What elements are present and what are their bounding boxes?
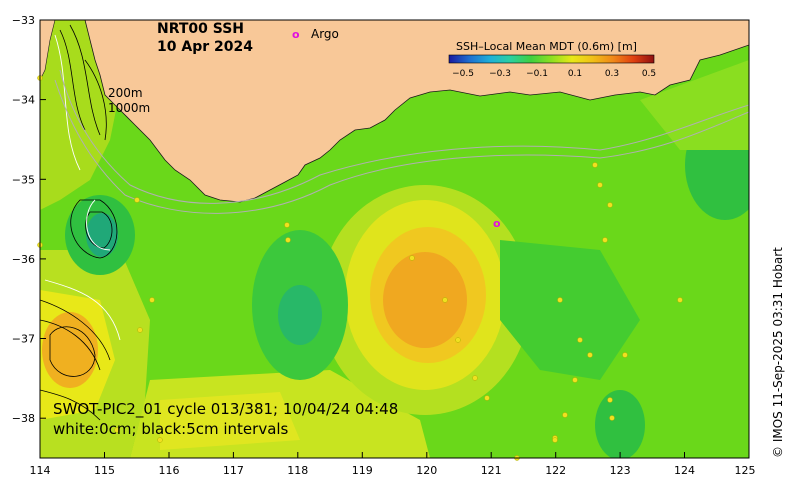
cold-eddy-115-core [86,213,118,257]
colorbar-title: SSH–Local Mean MDT (0.6m) [m] [456,40,637,53]
x-tick-label: 117 [223,464,244,477]
swot-contours [40,24,118,421]
x-tick-label: 120 [416,464,437,477]
map-title: NRT00 SSH [157,21,244,37]
x-tick-label: 114 [30,464,51,477]
x-axis-labels: 114 115 116 117 118 119 120 121 122 123 … [30,464,756,477]
cold-region-central [500,240,640,380]
y-axis-labels: −33 −34 −35 −36 −37 −38 [12,14,35,425]
x-tick-label: 122 [545,464,566,477]
y-tick-label: −37 [12,333,35,346]
observation-points [37,75,683,461]
colorbar: SSH–Local Mean MDT (0.6m) [m] −0.5 −0.3 … [448,40,656,79]
y-tick-label: −35 [12,173,35,186]
x-tick-label: 116 [159,464,180,477]
colorbar-tick: −0.3 [489,69,511,79]
x-tick-label: 118 [287,464,308,477]
cold-eddy-southeast [595,390,645,458]
land-western-australia [40,20,749,203]
argo-legend-icon: o [292,28,300,41]
y-tick-label: −38 [12,412,35,425]
colorbar-tick: −0.1 [526,69,548,79]
y-tick-label: −36 [12,253,35,266]
x-tick-label: 121 [481,464,502,477]
colorbar-ramp [448,54,655,64]
isobath-label-200m: 200m [108,86,143,100]
swot-caption: SWOT-PIC2_01 cycle 013/381; 10/04/24 04:… [53,400,398,419]
y-tick-label: −33 [12,14,35,27]
colorbar-tick: 0.3 [605,69,619,79]
plot-frame [39,19,750,459]
isobaths [54,69,749,214]
contour-caption: white:0cm; black:5cm intervals [53,420,289,438]
x-tick-label: 125 [735,464,756,477]
warm-eddy-core [383,252,467,348]
field-band-east [640,60,749,150]
land-west-edge [40,20,56,81]
x-tick-label: 123 [610,464,631,477]
x-tick-label: 119 [352,464,373,477]
colorbar-tick: 0.5 [642,69,656,79]
x-tick-label: 115 [94,464,115,477]
argo-float-marker: o [493,217,501,230]
swot-zero-contours [44,34,121,341]
copyright-notice: © IMOS 11-Sep-2025 03:31 Hobart [771,247,785,458]
y-tick-label: −34 [12,94,35,107]
field-band-south-yellow [160,392,300,450]
cold-eddy-118-core [278,285,322,345]
colorbar-tick: 0.1 [568,69,582,79]
colorbar-tick: −0.5 [452,69,474,79]
tick-marks [39,19,750,458]
x-tick-label: 124 [674,464,695,477]
map-date: 10 Apr 2024 [157,39,253,55]
isobath-label-1000m: 1000m [108,101,150,115]
argo-legend-label: Argo [311,27,339,41]
